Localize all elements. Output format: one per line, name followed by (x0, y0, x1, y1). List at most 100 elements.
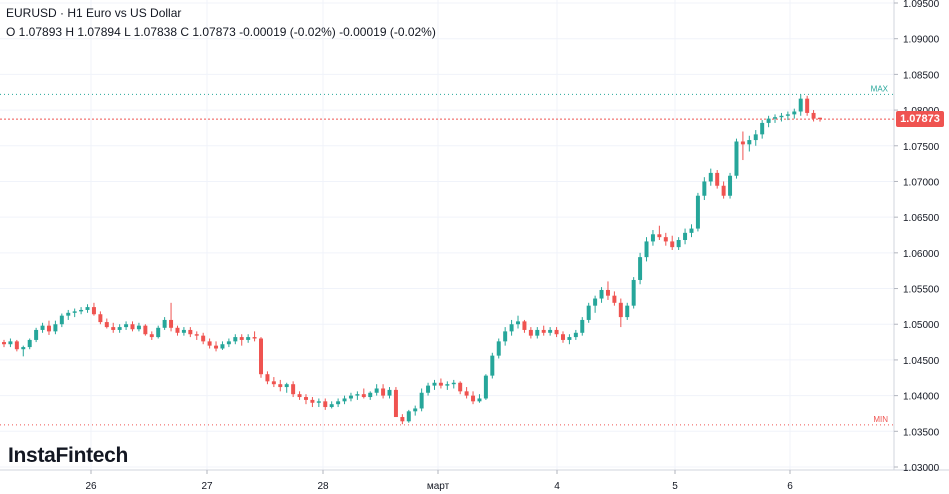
time-axis[interactable]: 26 27 28 март 4 5 6 (85, 470, 793, 492)
candle-up (516, 321, 521, 325)
candle-up (496, 341, 501, 356)
candle-up (779, 115, 784, 118)
candle-up (66, 312, 71, 316)
candle-up (445, 384, 450, 386)
candle-down (98, 314, 103, 323)
candle-up (483, 375, 488, 399)
candle-up (792, 111, 797, 115)
candle-down (207, 341, 212, 346)
candle-down (169, 319, 174, 328)
candle-up (406, 411, 411, 422)
candle-down (323, 401, 328, 408)
y-tick-label: 1.09500 (903, 0, 940, 10)
candle-up (79, 309, 84, 312)
candle-up (117, 327, 122, 330)
candle-up (695, 195, 700, 229)
candle-down (239, 337, 244, 340)
candle-down (111, 327, 116, 330)
y-tick-label: 1.06000 (903, 249, 940, 260)
candle-down (2, 342, 6, 345)
candle-down (297, 394, 302, 398)
candle-up (593, 298, 598, 306)
candle-down (811, 112, 816, 119)
candle-up (509, 324, 514, 332)
candle-down (381, 388, 386, 396)
max-label: MAX (871, 84, 889, 93)
candle-up (573, 332, 578, 338)
candle-up (548, 329, 553, 333)
price-axis[interactable]: 1.095001.090001.085001.080001.075001.070… (894, 0, 940, 474)
candle-up (451, 382, 456, 385)
candle-down (271, 381, 276, 385)
x-tick-label: 4 (554, 481, 560, 492)
candle-down (715, 172, 720, 186)
candle-down (458, 382, 463, 392)
candle-down (605, 289, 610, 296)
candle-up (34, 329, 39, 340)
x-tick-label: март (427, 481, 450, 492)
candle-up (374, 388, 379, 393)
candle-up (676, 239, 681, 248)
candle-up (490, 355, 495, 376)
candle-down (541, 329, 546, 333)
candle-down (310, 399, 315, 403)
candle-down (194, 334, 199, 336)
candle-up (156, 327, 161, 338)
candle-down (214, 345, 219, 349)
candle-up (329, 404, 334, 408)
candle-up (773, 117, 778, 119)
y-tick-label: 1.05000 (903, 320, 940, 331)
candle-up (419, 392, 424, 409)
candle-down (252, 337, 257, 339)
candle-up (747, 140, 752, 145)
candle-up (233, 337, 238, 342)
y-tick-label: 1.03000 (903, 463, 940, 474)
candle-up (760, 122, 765, 135)
candle-up (136, 325, 141, 330)
y-tick-label: 1.04000 (903, 392, 940, 403)
candle-down (393, 389, 398, 418)
candle-up (702, 181, 707, 196)
candle-up (181, 329, 186, 333)
candle-up (387, 389, 392, 396)
y-tick-label: 1.05500 (903, 285, 940, 296)
candle-up (535, 329, 540, 336)
candle-down (818, 117, 822, 120)
candle-up (650, 234, 655, 242)
x-tick-label: 27 (201, 481, 213, 492)
candle-up (798, 98, 803, 112)
candle-up (625, 305, 630, 318)
candle-up (27, 339, 32, 348)
candle-up (413, 408, 418, 412)
candle-up (124, 324, 129, 328)
candle-down (805, 98, 810, 113)
y-tick-label: 1.08500 (903, 70, 940, 81)
candle-down (361, 394, 366, 398)
instafintech-logo: InstaFintech (8, 444, 129, 467)
candle-down (663, 237, 668, 242)
x-tick-label: 26 (85, 481, 97, 492)
candle-up (348, 395, 353, 399)
candle-up (586, 305, 591, 320)
y-tick-label: 1.07000 (903, 177, 940, 188)
candle-up (284, 384, 289, 388)
y-tick-label: 1.06500 (903, 213, 940, 224)
candle-down (143, 325, 148, 335)
x-tick-label: 5 (672, 481, 678, 492)
ohlc-readout: O 1.07893 H 1.07894 L 1.07838 C 1.07873 … (6, 25, 436, 39)
candle-down (657, 234, 662, 238)
candle-down (130, 324, 135, 330)
candle-down (104, 322, 109, 328)
candle-up (226, 341, 231, 345)
candle-down (149, 334, 154, 338)
candle-up (785, 114, 790, 116)
candle-up (631, 279, 636, 306)
y-tick-label: 1.04500 (903, 356, 940, 367)
candle-up (580, 319, 585, 333)
candle-down (400, 417, 405, 422)
candle-up (21, 347, 26, 350)
candle-up (368, 392, 373, 398)
candle-up (683, 232, 688, 240)
candle-up (72, 311, 77, 313)
